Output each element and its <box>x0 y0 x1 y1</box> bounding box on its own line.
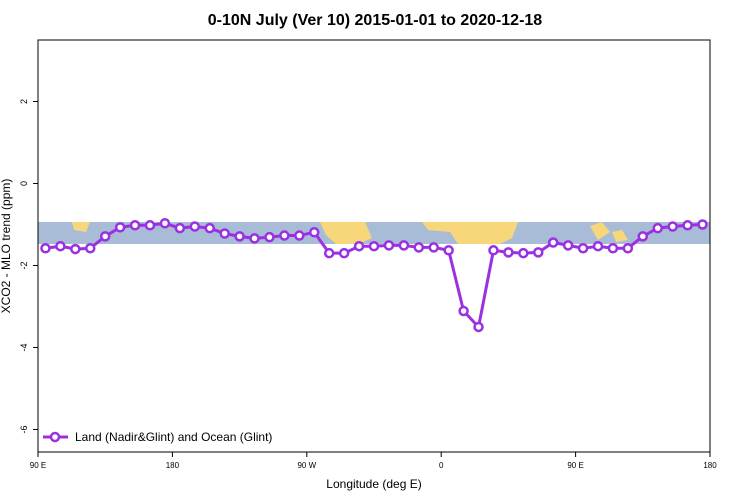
data-point <box>473 321 484 333</box>
data-point <box>219 228 230 239</box>
data-point <box>383 240 395 251</box>
data-point <box>428 242 439 253</box>
data-point <box>503 247 514 258</box>
data-point <box>652 222 663 234</box>
data-point <box>70 243 81 255</box>
y-tick-label: -4 <box>19 343 29 351</box>
data-point <box>547 237 559 248</box>
data-point <box>533 247 544 258</box>
data-point <box>443 245 454 256</box>
data-point <box>294 230 305 241</box>
x-tick-label: 90 E <box>567 461 583 470</box>
data-point <box>264 231 275 243</box>
data-point <box>129 220 141 231</box>
data-point <box>562 240 574 251</box>
data-point <box>577 243 589 254</box>
data-point <box>249 233 260 244</box>
y-tick-label: -6 <box>19 425 29 433</box>
data-point <box>607 243 619 254</box>
data-point <box>99 231 111 242</box>
data-point <box>55 240 66 252</box>
land <box>320 222 372 244</box>
x-tick-label: 90 W <box>297 461 316 470</box>
data-point <box>114 222 126 233</box>
x-axis-label: Longitude (deg E) <box>326 477 421 491</box>
data-point <box>159 217 171 229</box>
plot-frame <box>37 39 711 453</box>
land <box>422 222 518 244</box>
land <box>612 230 628 242</box>
x-tick-label: 0 <box>439 461 444 470</box>
land <box>590 222 610 240</box>
y-tick-label: -2 <box>19 261 29 269</box>
y-tick-label: 0 <box>19 181 29 186</box>
data-point <box>682 220 693 231</box>
legend-marker <box>49 431 61 443</box>
data-point <box>40 243 51 254</box>
data-point <box>353 240 365 252</box>
data-point <box>144 220 156 231</box>
x-tick-label: 90 E <box>30 461 46 470</box>
data-point <box>622 243 634 254</box>
y-tick-label: 2 <box>19 99 29 104</box>
data-point <box>398 240 410 251</box>
land <box>72 222 90 232</box>
y-axis-label: XCO2 - MLO trend (ppm) <box>0 179 13 314</box>
data-point <box>368 240 380 252</box>
data-point <box>458 305 469 317</box>
data-point <box>488 245 499 256</box>
data-point <box>518 247 529 259</box>
data-point <box>85 243 96 254</box>
x-tick-label: 180 <box>166 461 180 470</box>
x-tick-label: 180 <box>703 461 717 470</box>
data-point <box>338 247 350 259</box>
data-point <box>697 219 708 230</box>
data-point <box>174 222 186 234</box>
chart-title: 0-10N July (Ver 10) 2015-01-01 to 2020-1… <box>208 12 543 29</box>
data-point <box>413 242 425 253</box>
legend-label: Land (Nadir&Glint) and Ocean (Glint) <box>75 430 272 444</box>
data-point <box>279 230 290 241</box>
data-point <box>592 240 604 252</box>
data-point <box>234 231 245 242</box>
data-point <box>667 221 678 232</box>
data-point <box>323 247 335 259</box>
data-point <box>189 221 201 232</box>
data-point <box>637 231 649 242</box>
data-point <box>204 222 215 234</box>
data-point <box>309 227 320 238</box>
